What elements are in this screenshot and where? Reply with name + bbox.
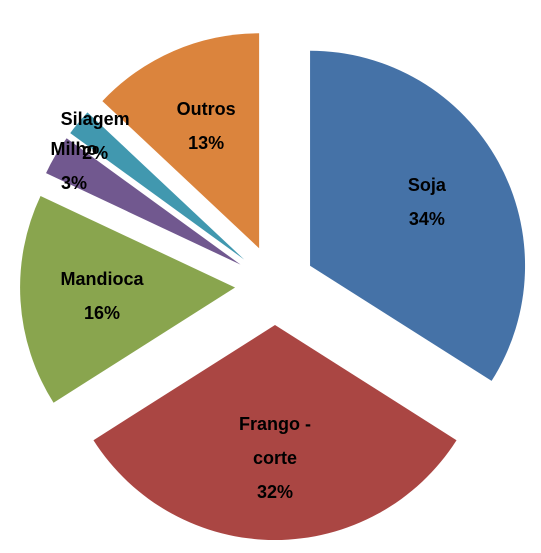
- slice-label: Mandioca 16%: [42, 262, 162, 330]
- category-label: Milho: [50, 139, 98, 160]
- category-label: Outros: [176, 98, 236, 119]
- slice-label: Silagem 2%: [35, 102, 155, 170]
- category-label: Frango - corte: [239, 414, 311, 469]
- value-label: 3%: [61, 173, 88, 194]
- pie-slice: [70, 112, 245, 260]
- pie-slice: [310, 50, 526, 381]
- category-label: Mandioca: [60, 268, 144, 289]
- value-label: 2%: [82, 143, 109, 164]
- value-label: 32%: [256, 482, 294, 503]
- slice-label: Frango - corte 32%: [215, 407, 335, 509]
- pie-slice: [20, 195, 236, 403]
- pie-slice: [93, 325, 457, 540]
- value-label: 16%: [84, 302, 121, 323]
- slice-label: Soja 34%: [367, 168, 487, 236]
- slice-label: Milho 3%: [14, 132, 134, 200]
- category-label: Soja: [407, 174, 446, 195]
- pie-slice: [46, 138, 241, 265]
- pie-slice: [102, 33, 260, 249]
- slice-label: Outros 13%: [146, 92, 266, 160]
- category-label: Silagem: [60, 109, 130, 130]
- value-label: 34%: [408, 208, 445, 229]
- value-label: 13%: [188, 132, 225, 153]
